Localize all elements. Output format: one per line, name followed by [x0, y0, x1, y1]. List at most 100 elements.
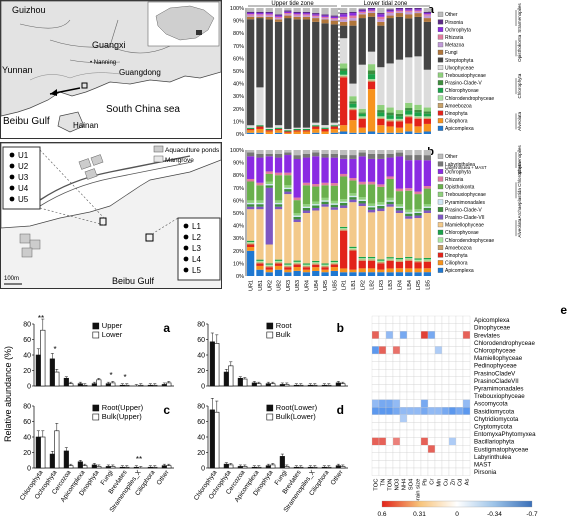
bar-segment [284, 128, 292, 131]
bar-segment [330, 153, 338, 158]
bar-segment [256, 206, 264, 210]
bar-segment [423, 186, 431, 189]
bar-segment [330, 125, 338, 127]
bar-segment [265, 8, 273, 12]
bar-segment [256, 128, 264, 133]
bar-segment [274, 15, 283, 17]
bar-segment [358, 260, 366, 269]
legend-swatch [437, 260, 444, 266]
y-tick-label: 60 [197, 419, 205, 426]
bar-segment [358, 14, 366, 19]
heat-cell [385, 445, 394, 453]
heat-cell [462, 338, 471, 347]
bar [256, 383, 262, 387]
y-tick-label: 0 [27, 384, 31, 391]
bar-segment [358, 18, 366, 65]
y-tick-label: 100% [230, 6, 244, 12]
bar-segment [293, 263, 301, 265]
legend-label: Ciliophora [445, 119, 468, 125]
bar-segment [321, 197, 329, 201]
bar-segment [349, 155, 357, 159]
bar-segment [256, 153, 264, 158]
bar-segment [395, 59, 404, 111]
x-tick-label: LB5 [425, 280, 431, 290]
legend-group-label: Archaeplastida Chlorophyta [517, 162, 522, 219]
scale-tick-label: 0 [455, 511, 459, 518]
bar [284, 384, 290, 387]
bar-segment [405, 123, 413, 132]
bar-segment [312, 15, 320, 17]
heat-cell [406, 369, 415, 377]
heat-cell [378, 384, 387, 393]
heat-cell [413, 353, 422, 362]
bar-segment [312, 204, 320, 206]
heat-col-label: Cd [458, 479, 464, 486]
legend-swatch [437, 57, 444, 63]
heat-cell [378, 437, 387, 446]
heat-cell [427, 460, 436, 469]
heat-cell [371, 422, 380, 431]
bar-segment [367, 153, 376, 159]
heat-cell [427, 429, 436, 438]
x-tick-label: LB2 [370, 280, 376, 290]
bar-segment [414, 126, 422, 133]
bar-segment [256, 209, 264, 260]
bar-segment [367, 259, 376, 261]
heat-cell [427, 452, 436, 461]
heat-cell [385, 467, 394, 476]
bar-segment [247, 125, 255, 128]
significance-mark: * [123, 373, 126, 382]
heat-cell [371, 414, 380, 423]
heat-cell [399, 460, 408, 469]
bar-segment [377, 260, 385, 262]
heat-cell [392, 346, 401, 355]
bar-segment [274, 209, 283, 260]
bar-segment [321, 272, 329, 276]
bar-segment [256, 157, 264, 183]
zone-label-upper: Upper tide zone [271, 1, 314, 7]
zone-label-lower: Lower tidal zone [364, 1, 408, 7]
correlation-heatmap: e ApicomplexaDinophyceaeBrevlatesChlorode… [371, 303, 567, 518]
site-label-l2: L2 [192, 233, 201, 242]
legend-label: Streptophyta [445, 58, 474, 64]
legend-swatch [437, 80, 444, 86]
bar-segment [247, 244, 255, 248]
bar [35, 436, 41, 469]
bar-segment [405, 260, 413, 269]
bar [40, 329, 46, 387]
heat-cell [385, 331, 394, 339]
legend-label: Lower [102, 330, 123, 339]
heat-cell [441, 384, 450, 393]
bar-segment [423, 14, 431, 16]
legend-swatch [437, 214, 444, 220]
bar-segment [349, 202, 357, 247]
bar [214, 343, 220, 387]
heat-cell [399, 331, 408, 339]
heat-row-label: Trebouxiophyceae [474, 393, 525, 400]
bar-segment [395, 156, 404, 189]
legend-label: Metazoa [445, 43, 464, 49]
heat-cell [413, 467, 422, 476]
x-tick-label: UR1 [249, 280, 255, 291]
heat-cell [378, 391, 387, 400]
bar-segment [293, 270, 301, 276]
heat-cell [413, 391, 422, 400]
bar-segment [405, 108, 413, 111]
bar-segment [367, 272, 376, 276]
bar-segment [358, 199, 366, 201]
heat-cell [441, 414, 450, 423]
bar-segment [284, 175, 292, 186]
bar-segment [386, 115, 394, 119]
river-bank [39, 161, 193, 207]
heat-cell [434, 346, 443, 355]
y-tick-label: 50% [233, 69, 244, 75]
bar-segment [349, 13, 357, 16]
legend-aquaculture-label: Aquaculture ponds [165, 147, 220, 154]
bar-segment [386, 268, 394, 273]
x-tick-label: LR3 [379, 280, 385, 290]
heat-cell [455, 445, 464, 453]
bar-segment [265, 13, 273, 15]
bar-segment [349, 18, 357, 21]
bar-segment [377, 25, 385, 68]
bar-segment [312, 156, 320, 185]
